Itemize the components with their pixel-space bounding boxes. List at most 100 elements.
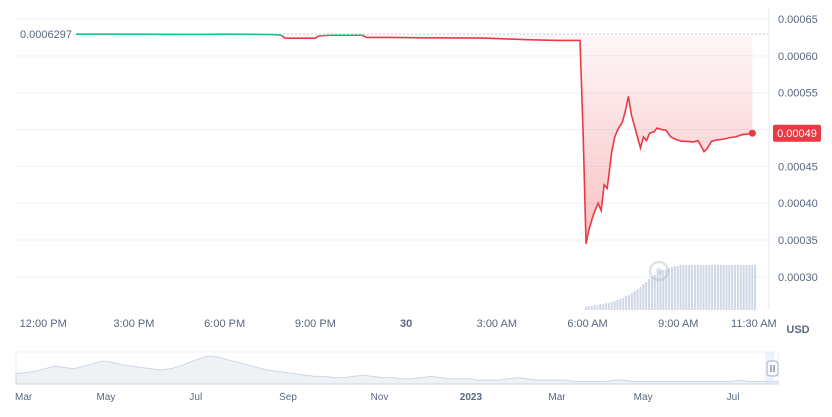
volume-bar [716, 265, 719, 310]
volume-bar [659, 271, 662, 310]
y-tick-label: 0.00035 [778, 235, 818, 247]
navigator-tick-label: Nov [371, 392, 389, 403]
volume-bar [725, 265, 728, 310]
x-axis: 12:00 PM 3:00 PM 6:00 PM 9:00 PM 30 3:00 AM 6:… [20, 318, 777, 330]
navigator-tick-label: 2023 [460, 392, 483, 403]
x-tick-label: 12:00 PM [20, 318, 67, 330]
volume-bar [622, 298, 625, 310]
currency-label: USD [786, 324, 809, 336]
volume-bar [650, 277, 653, 310]
x-tick-label: 3:00 AM [477, 318, 517, 330]
volume-bar [705, 265, 708, 310]
volume-bar [607, 303, 610, 310]
volume-bar [619, 299, 622, 310]
y-tick-label: 0.00030 [778, 272, 818, 284]
volume-bar [722, 265, 725, 310]
volume-bar [645, 282, 648, 310]
volume-bar [679, 265, 682, 310]
y-tick-label: 0.00055 [778, 88, 818, 100]
grid [16, 18, 769, 278]
x-tick-label: 30 [400, 318, 412, 330]
volume-bar [628, 295, 630, 310]
price-area-fill [281, 35, 753, 244]
volume-bar [708, 265, 711, 310]
volume-bar [616, 300, 619, 310]
navigator-x-axis: Mar May Jul Sep Nov 2023 Mar May Jul [15, 392, 739, 403]
volume-bar [691, 265, 694, 310]
volume-bar [748, 265, 751, 310]
time-navigator[interactable]: Mar May Jul Sep Nov 2023 Mar May Jul [15, 351, 779, 403]
volume-bar [585, 307, 587, 310]
reference-price-label: 0.0006297 [0, 25, 76, 42]
volume-bar [719, 265, 722, 310]
y-tick-label: 0.00065 [778, 14, 818, 26]
volume-bar [671, 267, 673, 310]
volume-bar [699, 265, 702, 310]
volume-bar [656, 273, 659, 310]
volume-bar [662, 270, 665, 310]
volume-bar [693, 265, 696, 310]
x-tick-label: 6:00 AM [567, 318, 607, 330]
volume-bar [714, 265, 716, 310]
y-tick-label: 0.00060 [778, 51, 818, 63]
volume-bar [754, 265, 757, 310]
navigator-tick-label: Jul [727, 392, 740, 403]
volume-bar [688, 265, 691, 310]
x-tick-label: 3:00 PM [113, 318, 154, 330]
volume-bar [590, 306, 593, 310]
volume-bar [596, 305, 599, 310]
volume-bar [648, 279, 651, 310]
volume-bar [736, 265, 739, 310]
navigator-tick-label: May [634, 392, 653, 403]
volume-bar [685, 265, 688, 310]
navigator-handle[interactable] [766, 360, 779, 377]
navigator-series [15, 355, 779, 385]
volume-bar [633, 291, 636, 310]
volume-bar [745, 265, 748, 310]
volume-bar [742, 265, 745, 310]
volume-bar [668, 268, 671, 310]
x-tick-label: 9:00 PM [295, 318, 336, 330]
current-price-text: 0.00049 [777, 128, 817, 140]
volume-bar [665, 269, 668, 310]
x-tick-label: 6:00 PM [204, 318, 245, 330]
volume-bar [599, 304, 602, 310]
volume-bar [625, 296, 628, 310]
volume-bar [702, 265, 705, 310]
volume-bar [734, 265, 737, 310]
navigator-tick-label: Jul [189, 392, 202, 403]
volume-bar [642, 284, 645, 310]
volume-bar [676, 266, 679, 310]
volume-bar [593, 305, 596, 310]
volume-bar [636, 289, 639, 310]
volume-bars [585, 265, 757, 310]
volume-bar [731, 265, 734, 310]
y-tick-label: 0.00045 [778, 161, 818, 173]
volume-bar [587, 306, 590, 310]
volume-bar [711, 265, 714, 310]
current-price-badge: 0.00049 [773, 124, 821, 142]
volume-bar [630, 293, 633, 310]
volume-bar [682, 265, 685, 310]
volume-bar [673, 266, 676, 310]
volume-bar [639, 287, 642, 310]
volume-bar [605, 303, 608, 310]
volume-bar [613, 301, 616, 310]
volume-bar [728, 265, 731, 310]
navigator-tick-label: May [96, 392, 115, 403]
volume-bar [610, 302, 613, 310]
navigator-tick-label: Mar [15, 392, 33, 403]
price-line-below [275, 35, 753, 244]
volume-bar [751, 265, 754, 310]
navigator-tick-label: Sep [279, 392, 297, 403]
volume-bar [602, 304, 605, 310]
x-tick-label: 9:00 AM [658, 318, 698, 330]
y-tick-label: 0.00040 [778, 198, 818, 210]
navigator-tick-label: Mar [548, 392, 566, 403]
last-price-dot[interactable] [748, 129, 756, 137]
volume-bar [696, 265, 699, 310]
volume-bar [739, 265, 742, 310]
reference-price-text: 0.0006297 [20, 29, 72, 41]
